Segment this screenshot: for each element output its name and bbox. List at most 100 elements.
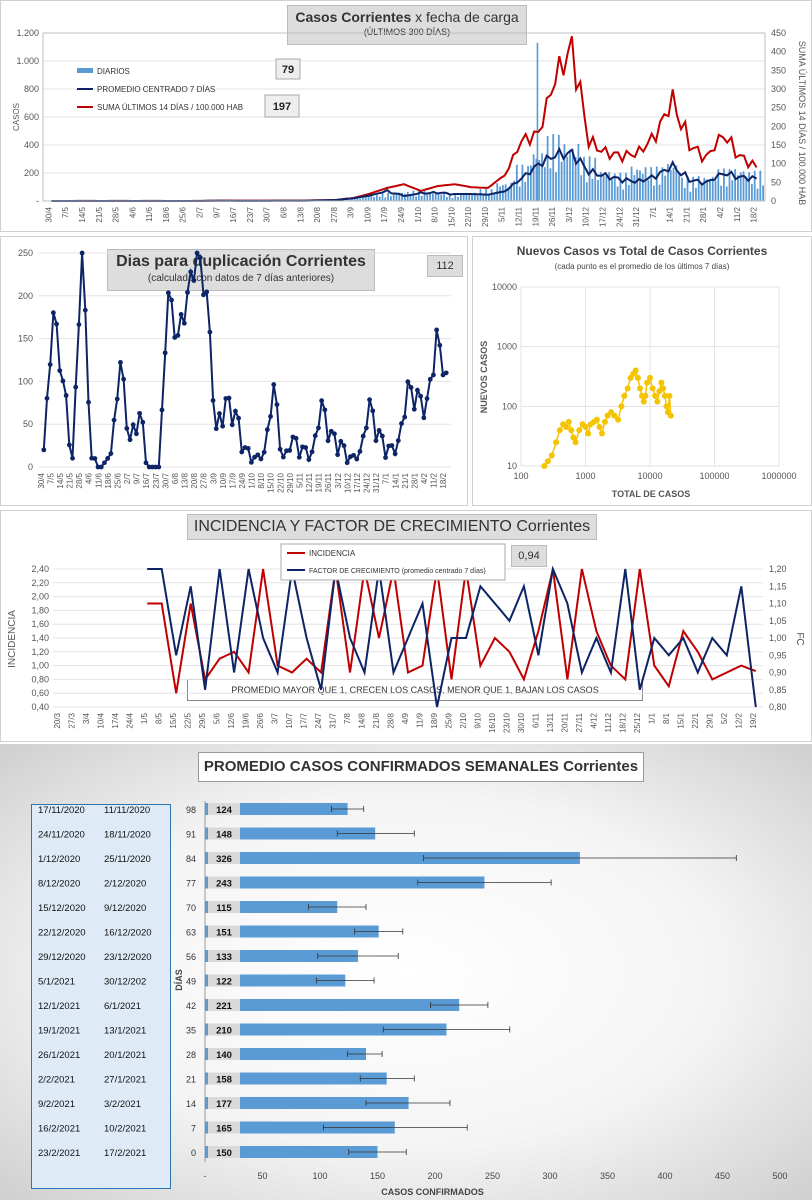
scatter-ylabel: NUEVOS CASOS (479, 341, 489, 414)
incidence-xtick: 17/7 (300, 712, 309, 728)
daily-xtick: 4/6 (128, 206, 137, 218)
daily-xtick: 14/1 (666, 206, 675, 222)
doubling-point (79, 250, 85, 256)
doubling-point (57, 368, 63, 374)
scatter-point (640, 398, 647, 405)
doubling-xtick: 4/2 (420, 472, 429, 484)
incidence-xtick: 8/1 (662, 712, 671, 724)
doubling-xtick: 6/8 (171, 472, 180, 484)
scatter-point (642, 392, 649, 399)
scatter-point (601, 418, 608, 425)
daily-bar (462, 194, 465, 201)
daily-bar (348, 199, 350, 201)
doubling-xtick: 21/1 (401, 472, 410, 488)
scatter-point (667, 412, 674, 419)
doubling-xtick: 13/8 (181, 472, 190, 488)
doubling-xtick: 24/12 (363, 472, 372, 493)
doubling-point (44, 395, 50, 401)
weekly-days-label: 0 (191, 1148, 196, 1158)
doubling-point (367, 397, 372, 403)
weekly-date-end: 15/12/2020 (38, 903, 86, 914)
doubling-point (111, 417, 117, 423)
daily-xtick: 1/10 (414, 206, 423, 222)
doubling-point (137, 410, 143, 416)
incidence-xtick: 19/6 (242, 712, 251, 728)
doubling-point (54, 321, 59, 327)
doubling-point (268, 414, 273, 419)
daily-xtick: 17/9 (380, 206, 389, 222)
doubling-point (277, 446, 283, 452)
incidence-xtick: 21/8 (372, 712, 381, 728)
doubling-point (296, 454, 302, 460)
doubling-point (130, 422, 136, 428)
incidence-xtick: 11/12 (604, 712, 613, 732)
doubling-point (207, 329, 213, 335)
incidence-xtick: 18/12 (618, 712, 627, 733)
daily-bar (417, 190, 420, 201)
weekly-dates-box (31, 804, 171, 1189)
daily-bar (706, 179, 709, 201)
doubling-point (322, 407, 328, 413)
weekly-date-end: 16/2/2021 (38, 1124, 80, 1135)
doubling-point (415, 387, 420, 393)
doubling-point (376, 427, 382, 433)
doubling-point (60, 378, 66, 384)
incidence-xtick: 26/6 (256, 712, 265, 728)
daily-bar (655, 166, 658, 201)
weekly-date-start: 11/11/2020 (104, 805, 150, 816)
weekly-bar (205, 999, 460, 1011)
incidence-xtick: 27/11 (575, 712, 584, 732)
incidence-ytick: 2,40 (31, 564, 49, 574)
doubling-point (185, 289, 190, 295)
weekly-value: 221 (216, 1001, 233, 1012)
weekly-bar (205, 1072, 387, 1085)
daily-bar (504, 184, 507, 201)
weekly-date-end: 17/11/2020 (38, 805, 85, 816)
doubling-point (418, 393, 424, 399)
doubling-xtick: 28/5 (75, 472, 84, 488)
scatter-point (618, 403, 625, 410)
scatter-xtick: 1000000 (761, 471, 796, 481)
daily-y2tick: 450 (771, 28, 786, 38)
weekly-date-end: 29/12/2020 (38, 952, 86, 963)
doubling-xtick: 16/7 (142, 472, 151, 488)
weekly-xlabel: CASOS CONFIRMADOS (381, 1187, 484, 1197)
daily-bar (457, 196, 459, 201)
legend-fc-label: FACTOR DE CRECIMIENTO (promedio centrado… (309, 568, 486, 575)
daily-bar (692, 176, 695, 201)
doubling-point (360, 433, 366, 439)
scatter-point (624, 385, 631, 392)
incidence-xtick: 6/11 (531, 712, 540, 728)
incidence-xtick: 24/7 (314, 712, 323, 728)
daily-bar (711, 176, 714, 201)
scatter-point (644, 379, 651, 386)
daily-y2label: SUMA ÚLTIMOS 14 DÍAS / 100.000 HAB (797, 41, 807, 205)
doubling-point (210, 398, 216, 403)
daily-bar (412, 190, 415, 201)
doubling-line (42, 250, 447, 468)
incidence-xtick: 13/11 (546, 712, 555, 732)
daily-bar (538, 160, 541, 201)
daily-bar (641, 173, 644, 201)
doubling-point (319, 398, 325, 404)
value-box-79-bg (275, 58, 301, 80)
daily-xtick: 5/11 (498, 206, 507, 222)
doubling-point (178, 312, 184, 317)
scatter-ytick: 10000 (492, 282, 517, 292)
daily-bar (695, 187, 697, 201)
scatter-point (658, 379, 665, 386)
incidence-xtick: 10/7 (285, 712, 294, 728)
daily-y2tick: 100 (771, 159, 786, 169)
weekly-value-bg (208, 974, 240, 987)
scatter-title: Nuevos Casos vs Total de Casos Corriente… (516, 244, 768, 258)
weekly-days-label: 91 (186, 830, 196, 840)
daily-bar (683, 187, 686, 201)
weekly-days-label: 35 (186, 1026, 196, 1036)
incidence-y2tick: 0,95 (769, 650, 787, 660)
weekly-value-bg (208, 1048, 240, 1060)
legend-diarios-label: DIARIOS (97, 67, 130, 76)
daily-ytick: - (36, 196, 39, 206)
daily-bar (588, 156, 591, 201)
weekly-days-label: 63 (186, 928, 196, 938)
doubling-point (63, 393, 69, 398)
